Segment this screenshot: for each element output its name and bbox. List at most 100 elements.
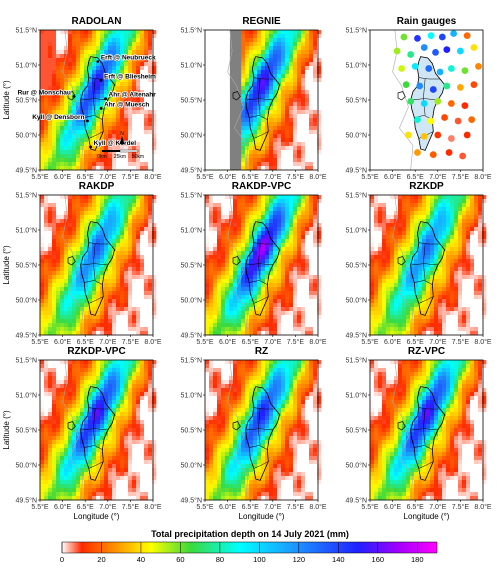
field-cell xyxy=(293,215,298,220)
field-cell xyxy=(378,195,383,200)
field-cell xyxy=(92,98,97,103)
field-cell xyxy=(140,319,145,324)
field-cell xyxy=(297,243,302,248)
field-cell xyxy=(249,130,254,135)
y-tick-label: 49.5°N xyxy=(181,167,202,175)
field-cell xyxy=(478,243,483,248)
field-cell xyxy=(434,215,439,220)
field-cell xyxy=(116,102,121,107)
field-cell xyxy=(253,70,258,75)
field-cell xyxy=(132,162,137,167)
field-cell xyxy=(241,42,246,47)
field-cell xyxy=(285,102,290,107)
field-cell xyxy=(317,126,322,131)
field-cell xyxy=(309,291,314,296)
field-cell xyxy=(273,295,278,300)
field-cell xyxy=(305,118,310,123)
field-cell xyxy=(44,311,49,316)
field-cell xyxy=(40,287,45,292)
field-cell xyxy=(96,154,101,159)
field-cell xyxy=(313,303,318,308)
field-cell xyxy=(269,58,274,63)
field-cell xyxy=(132,114,137,119)
field-cell xyxy=(466,207,471,212)
field-cell xyxy=(84,287,89,292)
field-cell xyxy=(269,243,274,248)
field-cell xyxy=(277,134,282,139)
field-cell xyxy=(470,247,475,252)
field-cell xyxy=(217,243,222,248)
field-cell xyxy=(84,331,89,336)
field-cell xyxy=(269,231,274,236)
field-cell xyxy=(88,102,93,107)
field-cell xyxy=(277,235,282,240)
field-cell xyxy=(124,287,129,292)
field-cell xyxy=(136,138,141,143)
field-cell xyxy=(140,275,145,280)
field-cell xyxy=(112,219,117,224)
field-cell xyxy=(144,295,149,300)
field-cell xyxy=(144,114,149,119)
field-cell xyxy=(297,199,302,204)
field-cell xyxy=(309,219,314,224)
field-cell xyxy=(289,114,294,119)
field-cell xyxy=(140,227,145,232)
rain-gauge xyxy=(416,82,424,90)
field-cell xyxy=(374,255,379,260)
field-cell xyxy=(44,331,49,336)
field-cell xyxy=(209,283,214,288)
field-cell xyxy=(60,158,65,163)
field-cell xyxy=(100,134,105,139)
field-cell xyxy=(108,50,113,55)
field-cell xyxy=(245,110,250,115)
field-cell xyxy=(104,227,109,232)
field-cell xyxy=(128,102,133,107)
field-cell xyxy=(438,219,443,224)
field-cell xyxy=(434,279,439,284)
field-cell xyxy=(293,58,298,63)
field-cell xyxy=(297,315,302,320)
field-cell xyxy=(124,78,129,83)
field-cell xyxy=(454,223,459,228)
field-cell xyxy=(289,307,294,312)
field-cell xyxy=(241,82,246,87)
field-cell xyxy=(378,231,383,236)
field-cell xyxy=(120,223,125,228)
field-cell xyxy=(265,30,270,35)
field-cell xyxy=(245,58,250,63)
field-cell xyxy=(104,42,109,47)
field-cell xyxy=(249,50,254,55)
field-cell xyxy=(313,122,318,127)
field-cell xyxy=(273,34,278,39)
field-cell xyxy=(213,307,218,312)
field-cell xyxy=(76,327,81,332)
field-cell xyxy=(229,283,234,288)
field-cell xyxy=(144,106,149,111)
field-cell xyxy=(92,295,97,300)
field-cell xyxy=(301,90,306,95)
field-cell xyxy=(293,199,298,204)
y-axis-label: Latitude (°) xyxy=(2,245,11,285)
field-cell xyxy=(277,86,282,91)
field-cell xyxy=(281,231,286,236)
field-cell xyxy=(273,227,278,232)
field-cell xyxy=(144,122,149,127)
field-cell xyxy=(96,195,101,200)
field-cell xyxy=(253,295,258,300)
field-cell xyxy=(124,166,129,171)
field-cell xyxy=(281,150,286,155)
field-cell xyxy=(237,267,242,272)
field-cell xyxy=(217,303,222,308)
field-cell xyxy=(60,78,65,83)
field-cell xyxy=(233,203,238,208)
field-cell xyxy=(273,255,278,260)
field-cell xyxy=(265,215,270,220)
field-cell xyxy=(136,255,141,260)
field-cell xyxy=(370,223,375,228)
field-cell xyxy=(454,283,459,288)
field-cell xyxy=(386,235,391,240)
field-cell xyxy=(241,166,246,171)
field-cell xyxy=(297,331,302,336)
field-cell xyxy=(426,207,431,212)
field-cell xyxy=(120,98,125,103)
